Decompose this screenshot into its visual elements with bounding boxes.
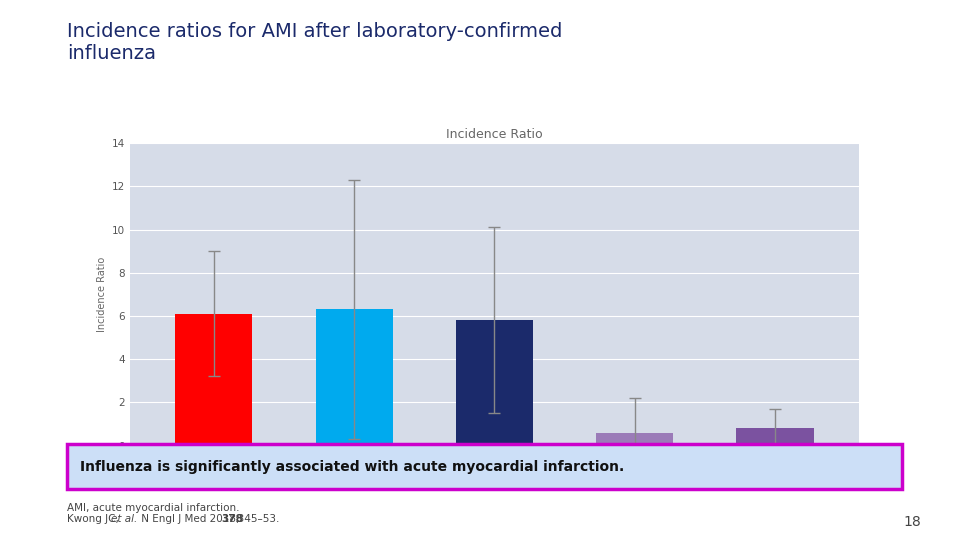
Title: Incidence Ratio: Incidence Ratio [446,127,542,140]
Bar [456,320,533,445]
Text: N Engl J Med 2018;: N Engl J Med 2018; [138,514,239,524]
Bar [596,433,673,446]
Text: Incidence ratios for AMI after laboratory-confirmed
influenza: Incidence ratios for AMI after laborator… [67,22,563,63]
Y-axis label: Incidence Ratio: Incidence Ratio [97,256,108,332]
Bar [736,428,814,446]
Text: Influenza is significantly associated with acute myocardial infarction.: Influenza is significantly associated wi… [80,460,624,474]
Text: 378: 378 [222,514,244,524]
Text: 18: 18 [904,515,922,529]
Text: :345–53.: :345–53. [235,514,280,524]
FancyBboxPatch shape [67,444,902,489]
Bar [316,309,393,446]
Text: et al.: et al. [111,514,137,524]
Text: Kwong JC,: Kwong JC, [67,514,122,524]
Text: AMI, acute myocardial infarction.: AMI, acute myocardial infarction. [67,503,240,514]
Bar [176,314,252,445]
